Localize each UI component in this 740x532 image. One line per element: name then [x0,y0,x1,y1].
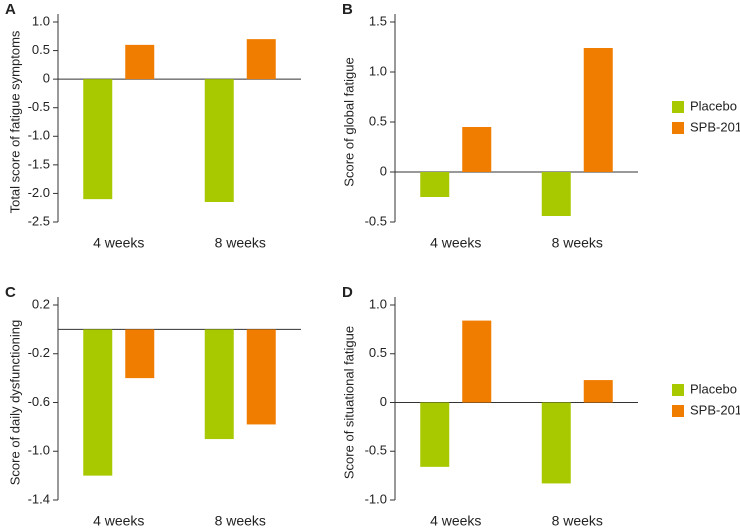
y-tick-label: -0.5 [365,213,387,228]
legend-swatch [672,101,684,113]
panel-label: C [5,284,16,301]
y-tick-label: 1.5 [369,13,387,28]
y-tick-label: -1.0 [28,128,50,143]
x-tick-label: 8 weeks [215,235,266,251]
bar [246,329,276,425]
x-tick-label: 4 weeks [93,235,144,251]
bar [462,127,492,172]
y-tick-label: -1.0 [365,491,387,506]
y-tick-label: 0.2 [32,296,50,311]
panel-label: A [5,1,16,18]
y-tick-label: 0 [43,71,50,86]
y-axis-title: Score of situational fatigue [341,326,356,479]
bar [462,320,492,403]
bar [83,79,113,200]
legend-label: Placebo [690,98,737,113]
y-axis-title: Score of daily dysfunctioning [7,320,22,485]
y-tick-label: 1.0 [32,13,50,28]
x-tick-label: 8 weeks [552,513,603,529]
x-tick-label: 4 weeks [430,513,481,529]
y-tick-label: -1.5 [28,156,50,171]
legend-label: SPB-201 [690,402,740,417]
bar [420,172,450,197]
x-tick-label: 4 weeks [430,235,481,251]
legend-label: SPB-201 [690,119,740,134]
bar [420,402,450,467]
y-tick-label: 1.0 [369,296,387,311]
legend-swatch [672,122,684,134]
y-tick-label: 1.0 [369,63,387,78]
y-tick-label: -2.5 [28,213,50,228]
bar [125,329,155,379]
y-tick-label: -2.0 [28,185,50,200]
x-tick-label: 8 weeks [215,513,266,529]
bar [246,39,276,80]
legend-swatch [672,384,684,396]
y-tick-label: 0.5 [32,42,50,57]
bar [204,329,234,440]
bar [583,48,613,172]
y-tick-label: -0.2 [28,345,50,360]
legend-label: Placebo [690,381,737,396]
y-axis-title: Total score of fatigue symptoms [7,30,22,213]
y-tick-label: -0.5 [365,443,387,458]
y-tick-label: -1.0 [28,443,50,458]
y-tick-label: 0.5 [369,113,387,128]
y-tick-label: 0 [380,394,387,409]
panel-label: D [342,284,353,301]
bar [204,79,234,202]
x-tick-label: 8 weeks [552,235,603,251]
y-tick-label: -1.4 [28,491,50,506]
bar [83,329,113,476]
y-tick-label: -0.6 [28,394,50,409]
panel-label: B [342,1,353,18]
x-tick-label: 4 weeks [93,513,144,529]
bar [125,44,155,80]
bar [541,402,571,484]
legend-swatch [672,405,684,417]
bar [541,172,571,216]
y-axis-title: Score of global fatigue [341,57,356,186]
y-tick-label: 0 [380,163,387,178]
bar [583,380,613,403]
y-tick-label: -0.5 [28,99,50,114]
y-tick-label: 0.5 [369,345,387,360]
